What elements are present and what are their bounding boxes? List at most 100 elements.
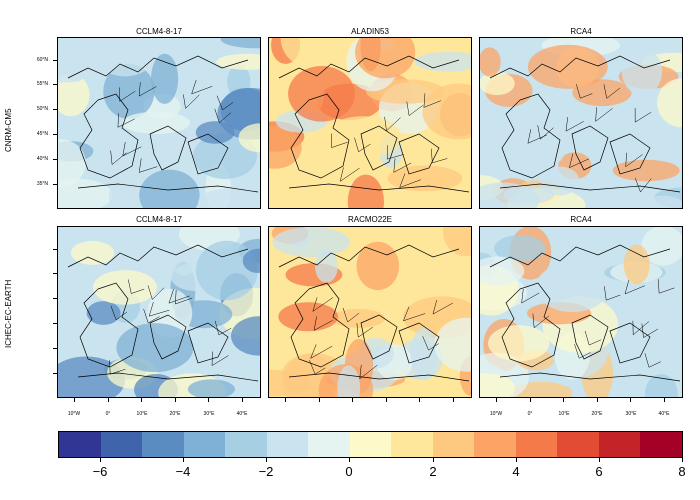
map-field <box>58 227 260 397</box>
country-border <box>313 316 333 331</box>
country-border <box>406 101 423 117</box>
x-tick <box>529 398 531 402</box>
country-border <box>356 323 374 338</box>
country-border <box>432 300 453 315</box>
country-border <box>393 158 412 173</box>
lat-label: 35°N <box>36 181 48 187</box>
y-tick <box>53 273 57 274</box>
x-tick <box>664 398 665 402</box>
x-tick <box>174 398 176 402</box>
y-tick <box>53 134 57 135</box>
country-border <box>359 364 378 380</box>
country-border <box>402 306 426 322</box>
country-border <box>148 302 170 317</box>
country-border <box>191 79 213 95</box>
country-border <box>574 344 591 359</box>
country-border <box>214 320 232 336</box>
colorbar-tick <box>349 457 350 462</box>
country-border <box>537 125 554 140</box>
anomaly-patch <box>410 327 439 381</box>
country-border <box>399 173 422 189</box>
anomaly-patch <box>641 227 682 266</box>
anomaly-patch <box>623 244 650 285</box>
anomaly-patch <box>494 235 546 262</box>
anomaly-patch <box>288 66 355 122</box>
anomaly-patch <box>198 188 259 208</box>
anomaly-patch <box>122 111 190 134</box>
country-border <box>119 87 136 102</box>
lon-label: 0° <box>105 411 111 417</box>
lat-label: 60°N <box>36 57 48 63</box>
anomaly-patch <box>480 182 539 208</box>
anomaly-patch <box>612 159 680 182</box>
country-border <box>138 158 158 173</box>
colorbar-tick <box>266 457 267 462</box>
anomaly-patch <box>488 325 550 362</box>
anomaly-patch <box>315 250 338 283</box>
coastline <box>278 244 470 382</box>
country-border <box>128 279 145 294</box>
country-border <box>384 116 401 132</box>
map-field <box>480 38 682 208</box>
country-border <box>532 313 550 329</box>
panel-title: CCLM4-8-17 <box>136 27 182 36</box>
map-panel <box>57 37 261 209</box>
colorbar-tick <box>100 457 101 462</box>
anomaly-patch <box>58 73 90 117</box>
colorbar-swatch <box>515 432 558 457</box>
anomaly-patch <box>480 47 501 77</box>
country-border <box>342 307 360 323</box>
country-border <box>143 308 160 324</box>
panel-title: RACMO22E <box>347 215 392 224</box>
anomaly-patch <box>58 139 86 188</box>
colorbar-swatch <box>225 432 267 457</box>
anomaly-patch <box>527 44 608 89</box>
country-border <box>110 305 128 321</box>
anomaly-patch <box>269 126 302 169</box>
map-panel <box>479 37 683 209</box>
country-border <box>183 94 200 109</box>
x-tick <box>74 398 75 402</box>
anomaly-patch <box>231 316 260 356</box>
country-border <box>310 344 333 359</box>
colorbar-label: 8 <box>678 464 686 479</box>
map-panel <box>268 226 472 398</box>
y-tick <box>53 373 57 374</box>
country-border <box>527 129 547 144</box>
country-border <box>634 177 652 193</box>
anomaly-patch <box>96 38 154 77</box>
x-tick <box>208 398 210 402</box>
x-tick <box>419 398 421 402</box>
anomaly-patch <box>292 169 314 203</box>
panel-title: RCA4 <box>570 27 592 36</box>
country-border <box>595 107 613 122</box>
anomaly-patch <box>356 241 400 291</box>
x-tick <box>630 398 632 402</box>
colorbar-swatch <box>640 432 682 457</box>
country-border <box>422 336 439 351</box>
anomaly-patch <box>216 53 260 70</box>
coastline <box>489 244 681 382</box>
colorbar-label: 6 <box>595 464 603 479</box>
colorbar-swatch <box>59 432 101 457</box>
colorbar-tick <box>599 457 600 462</box>
x-tick <box>242 398 243 402</box>
lon-label: 30°E <box>203 411 215 417</box>
lon-label: 10°W <box>67 411 81 417</box>
anomaly-patch <box>480 71 515 96</box>
country-border <box>138 82 157 97</box>
lon-label: 20°E <box>591 411 603 417</box>
anomaly-patch <box>116 323 194 373</box>
y-tick <box>53 348 57 349</box>
lon-label: 40°E <box>658 411 670 417</box>
anomaly-patch <box>151 53 179 104</box>
lon-label: 10°E <box>558 411 570 417</box>
country-border <box>423 93 442 108</box>
colorbar-swatch <box>557 432 599 457</box>
colorbar-swatch <box>266 432 309 457</box>
country-border <box>644 353 662 368</box>
anomaly-patch <box>434 317 471 372</box>
anomaly-patch <box>539 166 580 196</box>
colorbar-label: 0 <box>345 464 353 479</box>
y-tick <box>53 298 57 299</box>
